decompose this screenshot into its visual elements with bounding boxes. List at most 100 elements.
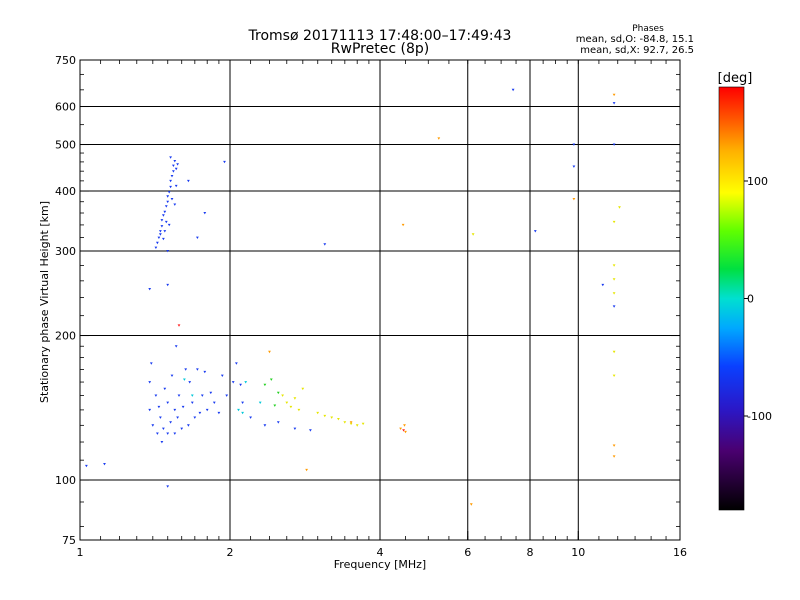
x-tick-label: 10 <box>571 546 585 559</box>
data-point <box>612 374 616 377</box>
data-point <box>239 383 242 387</box>
data-point <box>200 394 204 397</box>
data-point <box>198 411 202 415</box>
y-tick-label: 400 <box>55 185 76 198</box>
data-point <box>148 381 152 384</box>
data-point <box>162 214 165 217</box>
data-point <box>249 416 252 419</box>
x-tick-label: 16 <box>673 546 687 559</box>
data-point <box>289 405 293 409</box>
x-tick-labels: 1 2 4 6 8 10 16 <box>77 546 688 559</box>
data-point <box>149 362 153 365</box>
data-point <box>176 416 179 419</box>
data-point <box>235 362 238 365</box>
data-point <box>401 223 405 227</box>
data-point <box>612 350 616 354</box>
chart-subtitle: RwPretec (8p) <box>331 41 429 57</box>
y-tick-label: 200 <box>55 330 76 343</box>
data-point <box>173 203 177 206</box>
data-point <box>166 283 170 287</box>
data-point <box>159 230 162 233</box>
data-point <box>343 421 347 424</box>
data-point <box>404 430 407 434</box>
data-point <box>156 241 159 245</box>
data-point <box>276 391 280 395</box>
data-point <box>511 88 515 92</box>
data-point <box>172 170 175 173</box>
data-point <box>167 191 171 194</box>
data-point <box>305 468 308 472</box>
data-point <box>612 102 616 105</box>
data-point <box>193 416 197 419</box>
plot-grid <box>80 60 680 540</box>
data-point <box>170 374 174 377</box>
data-point <box>159 416 162 419</box>
data-point <box>170 175 174 178</box>
data-point <box>103 463 106 466</box>
data-point <box>316 411 320 415</box>
data-point <box>190 401 194 404</box>
data-point <box>293 397 297 400</box>
data-point <box>148 288 152 291</box>
data-point <box>231 381 235 384</box>
y-axis-label: Stationary phase Virtual Height [km] <box>38 201 51 403</box>
data-point <box>166 250 170 253</box>
data-point <box>184 368 188 371</box>
data-point <box>203 212 207 215</box>
data-point <box>601 283 605 287</box>
data-point <box>163 387 167 391</box>
data-point <box>154 394 158 397</box>
x-tick-label: 8 <box>527 546 534 559</box>
data-point <box>163 210 167 214</box>
data-point <box>471 233 475 236</box>
data-point <box>164 220 168 224</box>
data-point <box>212 401 216 404</box>
data-point <box>176 163 179 166</box>
data-point <box>533 230 537 233</box>
data-point <box>157 405 161 409</box>
data-point <box>355 424 359 427</box>
data-point <box>612 305 616 308</box>
data-point <box>85 464 88 468</box>
data-point <box>173 160 177 163</box>
data-point <box>281 394 284 397</box>
data-point <box>169 179 172 183</box>
data-point <box>612 278 616 281</box>
x-tick-label: 4 <box>377 546 384 559</box>
data-point <box>173 408 177 412</box>
data-point <box>241 401 244 404</box>
data-point <box>162 427 165 430</box>
data-point <box>469 503 473 506</box>
data-point <box>399 427 402 430</box>
data-point <box>403 424 406 427</box>
y-tick-label: 300 <box>55 245 76 258</box>
data-point <box>174 184 178 188</box>
data-point <box>612 220 616 224</box>
data-point <box>618 206 621 209</box>
data-point <box>174 345 178 348</box>
data-point <box>170 198 174 201</box>
plot-frame <box>79 59 681 541</box>
data-point <box>172 164 175 167</box>
data-point <box>323 414 327 418</box>
y-tick-label: 100 <box>55 474 76 487</box>
data-point <box>162 237 165 241</box>
data-point <box>220 374 224 377</box>
data-point <box>169 156 172 159</box>
data-point <box>167 223 171 227</box>
data-point <box>337 418 340 421</box>
data-point <box>258 401 262 404</box>
data-point <box>151 424 155 427</box>
data-point <box>572 198 576 201</box>
data-point <box>196 368 199 371</box>
data-point <box>166 195 170 198</box>
chart-title: Tromsø 20171113 17:48:00–17:49:43 <box>248 28 512 44</box>
data-point <box>154 246 158 249</box>
data-point <box>196 236 199 239</box>
data-point <box>148 408 152 412</box>
data-point <box>180 427 184 430</box>
data-point <box>293 427 297 430</box>
data-point <box>612 264 616 267</box>
data-point <box>169 185 172 189</box>
